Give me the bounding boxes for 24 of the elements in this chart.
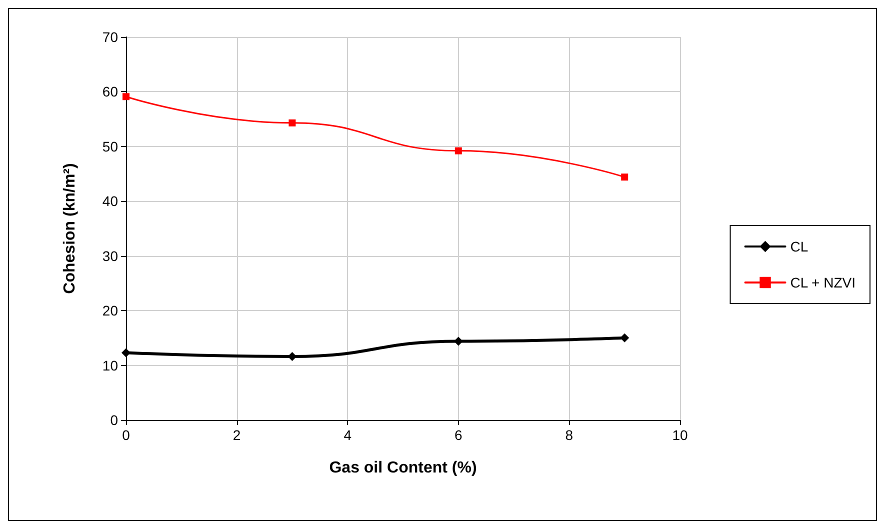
y-tick-label: 30 [102,248,118,264]
y-tick-label: 0 [110,412,118,428]
x-tick-label: 4 [344,427,352,443]
x-tick-label: 10 [672,427,688,443]
legend-label: CL + NZVI [790,274,856,290]
y-tick-label: 60 [102,84,118,100]
point [122,348,130,358]
point [122,93,130,100]
x-tick-label: 0 [122,427,130,443]
y-tick-label: 70 [102,29,118,45]
y-axis-title: Cohesion (kn/m²) [62,163,78,294]
x-axis-title: Gas oil Content (%) [329,460,477,476]
y-tick-label: 40 [102,193,118,210]
y-tick-label: 20 [102,302,118,319]
point [621,174,628,181]
x-tick-label: 8 [565,427,574,443]
point [620,333,630,342]
x-tick-label: 6 [454,427,462,443]
point [288,119,296,126]
legend-label: CL [790,238,808,254]
x-tick-label: 2 [232,427,241,443]
y-tick-label: 10 [102,357,118,374]
y-tick-label: 50 [102,138,118,154]
point [454,147,462,154]
